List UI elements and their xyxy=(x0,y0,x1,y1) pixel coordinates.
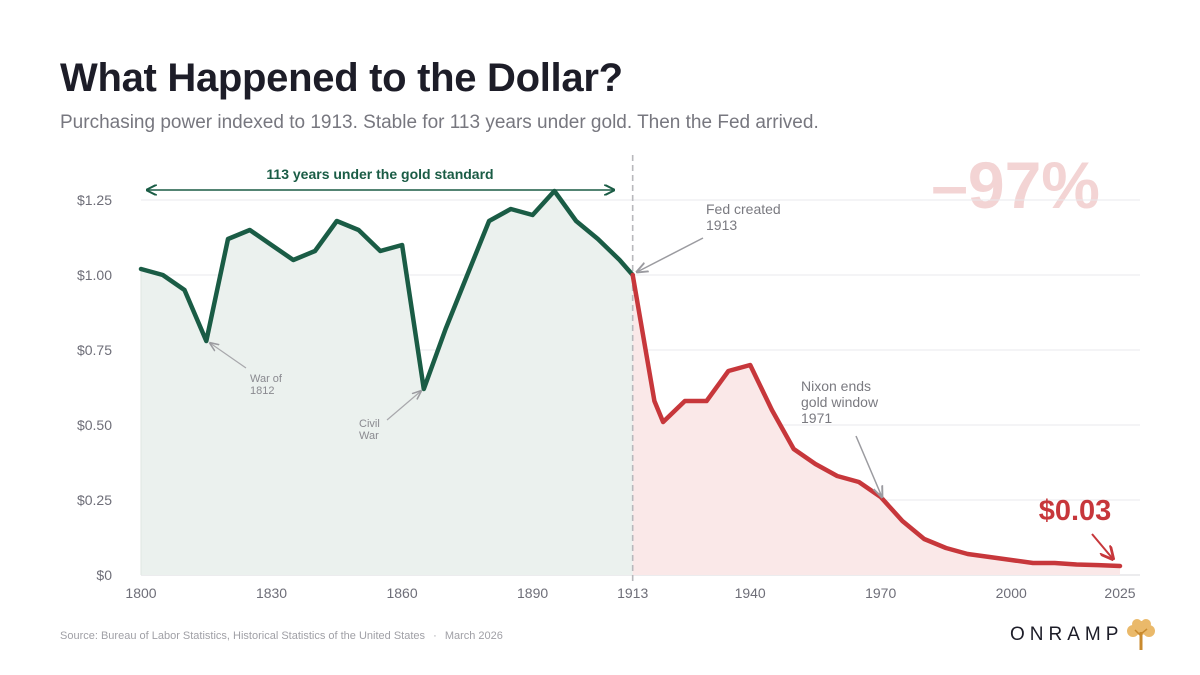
onramp-logo: ONRAMP xyxy=(1010,618,1159,652)
y-axis: $0 $0.25 $0.50 $0.75 $1.00 $1.25 xyxy=(77,192,112,583)
y-tick-label: $0.25 xyxy=(77,492,112,508)
gold-era-line xyxy=(138,188,635,392)
nixon-label: gold window xyxy=(801,394,879,410)
x-tick-label: 1830 xyxy=(256,585,287,601)
footer-date: March 2026 xyxy=(444,630,503,642)
x-tick-label: 2025 xyxy=(1104,585,1135,601)
nixon-label: 1971 xyxy=(801,410,832,426)
x-tick-label: 2000 xyxy=(996,585,1027,601)
x-tick-label: 1800 xyxy=(125,585,156,601)
fed-created-arrow xyxy=(637,237,704,272)
chart-subtitle: Purchasing power indexed to 1913. Stable… xyxy=(60,112,819,133)
y-tick-label: $0 xyxy=(96,567,112,583)
tree-icon xyxy=(1127,619,1156,650)
annotations: 113 years under the gold standard Fed cre… xyxy=(147,166,1113,559)
x-tick-label: 1940 xyxy=(735,585,766,601)
gold-span-label: 113 years under the gold standard xyxy=(266,166,493,182)
logo-text: ONRAMP xyxy=(1010,624,1124,645)
war-1812-label: 1812 xyxy=(250,385,274,397)
fed-created-label: Fed created xyxy=(706,201,781,217)
x-tick-label: 1970 xyxy=(865,585,896,601)
war-1812-label: War of xyxy=(250,373,283,385)
x-tick-label: 1913 xyxy=(617,585,648,601)
gold-era-area xyxy=(141,191,633,575)
y-tick-label: $0.75 xyxy=(77,342,112,358)
x-tick-label: 1890 xyxy=(517,585,548,601)
nixon-label: Nixon ends xyxy=(801,378,871,394)
source-footer: Source: Bureau of Labor Statistics, Hist… xyxy=(60,630,503,642)
civil-war-label: Civil xyxy=(359,418,380,430)
chart-title: What Happened to the Dollar? xyxy=(60,56,623,100)
civil-war-label: War xyxy=(359,430,379,442)
fed-era-line xyxy=(630,272,1123,569)
fed-created-label: 1913 xyxy=(706,217,737,233)
y-tick-label: $1.00 xyxy=(77,267,112,283)
final-value-arrow xyxy=(1091,533,1113,559)
civil-war-arrow xyxy=(386,391,421,421)
area-fills xyxy=(140,191,1120,575)
final-value-label: $0.03 xyxy=(1039,495,1112,527)
x-axis: 1800 1830 1860 1890 1913 1940 1970 2000 2025 xyxy=(125,585,1135,601)
y-tick-label: $0.50 xyxy=(77,417,112,433)
war-1812-arrow xyxy=(210,343,247,369)
x-tick-label: 1860 xyxy=(386,585,417,601)
footer-separator: · xyxy=(433,630,437,642)
fed-era-area xyxy=(632,275,1120,575)
source-text: Source: Bureau of Labor Statistics, Hist… xyxy=(60,630,426,642)
decline-percentage-label: –97% xyxy=(931,148,1100,222)
nixon-arrow xyxy=(855,435,882,497)
y-tick-label: $1.25 xyxy=(77,192,112,208)
series-lines xyxy=(138,188,1123,569)
